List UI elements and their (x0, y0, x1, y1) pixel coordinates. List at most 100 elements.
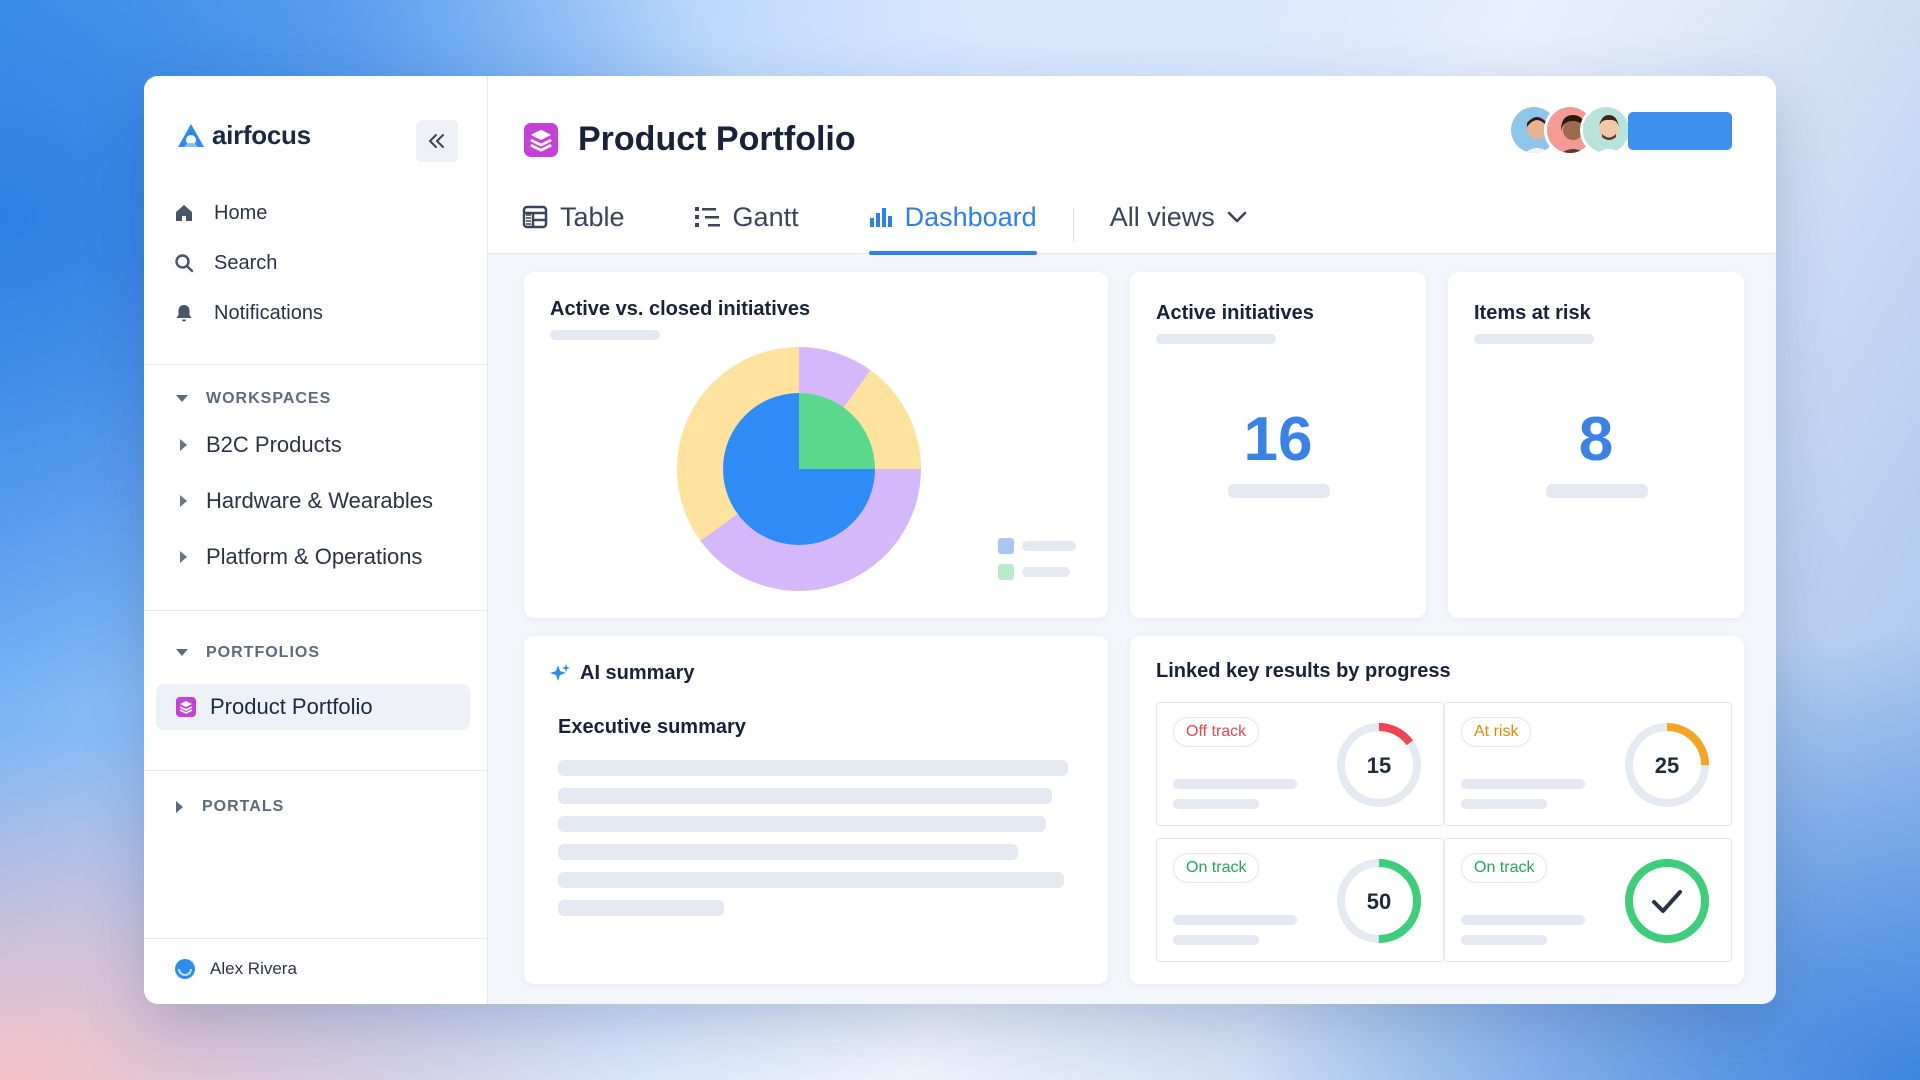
key-result-card[interactable]: Off track 15 (1156, 702, 1444, 826)
sidebar-divider (144, 938, 488, 939)
user-avatar-icon (175, 959, 195, 979)
portfolios-heading[interactable]: PORTFOLIOS (176, 644, 320, 662)
sidebar-item-product-portfolio[interactable]: Product Portfolio (156, 684, 470, 730)
skeleton-line (558, 760, 1068, 776)
widget-active-initiatives[interactable]: Active initiatives 16 (1130, 272, 1426, 618)
collaborator-avatars[interactable] (1508, 104, 1632, 156)
key-result-card[interactable]: On track (1444, 838, 1732, 962)
progress-value: 50 (1367, 889, 1391, 914)
portals-heading[interactable]: PORTALS (176, 798, 284, 816)
tab-separator (1072, 208, 1074, 242)
skeleton-line (1173, 935, 1259, 945)
section-label: WORKSPACES (206, 390, 332, 407)
tab-table[interactable]: Table (522, 194, 625, 254)
avatar[interactable] (1580, 104, 1632, 156)
nav-item-home[interactable]: Home (172, 188, 472, 238)
nav-item-label: Search (214, 251, 278, 274)
main-content: Product Portfolio (488, 76, 1776, 1004)
skeleton-line (1022, 541, 1076, 551)
widget-title: Active vs. closed initiatives (550, 298, 811, 320)
progress-value: 25 (1655, 753, 1679, 778)
double-chevron-left-icon (429, 134, 444, 148)
nav-item-search[interactable]: Search (172, 238, 472, 288)
skeleton-line (558, 816, 1046, 832)
status-badge: On track (1173, 853, 1260, 883)
brand-name: airfocus (212, 120, 311, 150)
progress-ring: 15 (1337, 723, 1421, 807)
workspaces-heading[interactable]: WORKSPACES (176, 390, 331, 408)
primary-nav: Home Search Notifications (172, 188, 472, 338)
pie-outer-slice-2[interactable] (700, 469, 921, 591)
user-profile[interactable]: Alex Rivera (174, 958, 297, 980)
table-icon (522, 205, 548, 229)
key-result-card[interactable]: On track 50 (1156, 838, 1444, 962)
chevron-down-icon (1227, 211, 1247, 223)
user-name: Alex Rivera (210, 959, 297, 978)
caret-right-icon (180, 495, 187, 507)
progress-ring-fill (1625, 723, 1709, 807)
widget-title: Active initiatives (1156, 302, 1314, 324)
pie-outer-slice-1[interactable] (842, 370, 921, 469)
tab-all-views[interactable]: All views (1110, 194, 1247, 254)
skeleton-line (1156, 334, 1276, 344)
skeleton-line (1022, 567, 1070, 577)
sidebar-divider (144, 770, 488, 771)
widget-items-at-risk[interactable]: Items at risk 8 (1448, 272, 1744, 618)
search-icon (172, 253, 196, 273)
tab-label: All views (1109, 201, 1215, 232)
pie-inner-slice-1[interactable] (723, 393, 875, 545)
progress-ring: 50 (1337, 859, 1421, 943)
primary-action-button[interactable] (1628, 112, 1732, 150)
collapse-sidebar-button[interactable] (416, 120, 458, 162)
workspace-item-b2c[interactable]: B2C Products (180, 432, 342, 458)
caret-right-icon (180, 551, 187, 563)
legend-swatch (998, 538, 1014, 554)
nav-item-notifications[interactable]: Notifications (172, 288, 472, 338)
portfolio-stack-icon (524, 122, 558, 157)
status-badge: At risk (1461, 717, 1532, 747)
brand-logo[interactable]: airfocus (176, 120, 311, 151)
skeleton-line (1474, 334, 1594, 344)
progress-ring: 25 (1625, 723, 1709, 807)
skeleton-line (1461, 779, 1585, 789)
airfocus-logo-icon (178, 123, 204, 147)
widget-linked-key-results[interactable]: Linked key results by progress Off track… (1130, 636, 1744, 984)
skeleton-line (558, 900, 724, 916)
view-tabs: Table Gantt (522, 194, 1247, 255)
sidebar-divider (144, 364, 488, 365)
pie-outer-slice-3[interactable] (677, 347, 799, 541)
workspace-label: B2C Products (206, 432, 342, 457)
workspace-item-hardware[interactable]: Hardware & Wearables (180, 488, 433, 514)
pie-inner-slice-0[interactable] (799, 393, 875, 469)
page-title: Product Portfolio (578, 120, 856, 158)
skeleton-line (558, 844, 1018, 860)
skeleton-line (1461, 799, 1547, 809)
key-result-card[interactable]: At risk 25 (1444, 702, 1732, 826)
workspace-item-platform[interactable]: Platform & Operations (180, 544, 422, 570)
pie-outer-slice-0[interactable] (799, 347, 871, 410)
tab-dashboard[interactable]: Dashboard (868, 194, 1037, 255)
workspace-label: Hardware & Wearables (206, 488, 434, 513)
skeleton-line (1461, 915, 1585, 925)
sidebar-divider (144, 610, 488, 611)
section-label: PORTALS (202, 798, 285, 815)
widget-title: Items at risk (1474, 302, 1591, 324)
bell-icon (172, 303, 196, 323)
caret-down-icon (176, 395, 188, 402)
nav-item-label: Notifications (214, 301, 323, 324)
widget-ai-summary[interactable]: AI summary Executive summary (524, 636, 1108, 984)
caret-right-icon (180, 439, 187, 451)
active-initiatives-value: 16 (1243, 405, 1313, 474)
progress-ring-fill (1337, 859, 1421, 943)
widget-title: Linked key results by progress (1156, 660, 1451, 682)
progress-ring (1625, 859, 1709, 943)
progress-value: 15 (1367, 753, 1391, 778)
tab-gantt[interactable]: Gantt (694, 194, 799, 254)
widget-title: AI summary (580, 662, 695, 684)
widget-active-vs-closed[interactable]: Active vs. closed initiatives (524, 272, 1108, 618)
progress-ring-fill (1337, 723, 1421, 807)
pie-chart[interactable] (674, 344, 924, 594)
checkmark-icon (1652, 890, 1682, 913)
skeleton-line (558, 788, 1052, 804)
skeleton-line (1173, 915, 1297, 925)
